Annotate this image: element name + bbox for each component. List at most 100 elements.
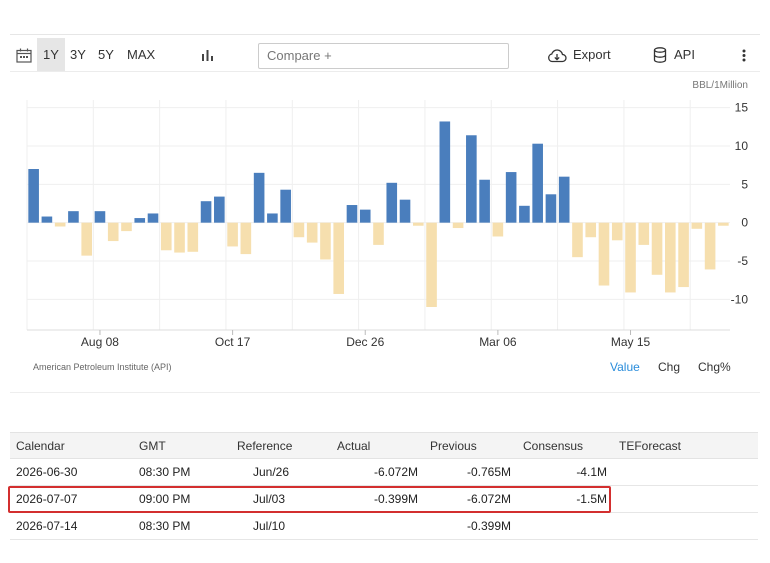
x-tick-label: May 15 — [611, 335, 651, 349]
cell-time: 08:30 PM — [133, 458, 231, 486]
bar[interactable] — [678, 222, 689, 288]
col-actual: Actual — [331, 432, 424, 459]
cell-reference: Jul/03 — [231, 485, 331, 513]
bar[interactable] — [293, 222, 305, 238]
table-row: 2026-07-07 09:00 PM Jul/03 -0.399M -6.07… — [10, 485, 758, 513]
x-tick-label: Oct 17 — [215, 335, 251, 349]
bar[interactable] — [399, 199, 411, 223]
bar[interactable] — [479, 179, 490, 223]
bar[interactable] — [426, 222, 437, 307]
y-tick-label: 10 — [735, 139, 749, 153]
bar[interactable] — [200, 201, 212, 223]
bar[interactable] — [691, 222, 703, 229]
bar[interactable] — [280, 189, 291, 223]
calendar-table: Calendar GMT Reference Actual Previous C… — [10, 432, 758, 540]
section-divider — [10, 392, 760, 393]
y-tick-label: -5 — [737, 254, 748, 268]
bar[interactable] — [558, 176, 570, 223]
bar[interactable] — [505, 172, 517, 223]
cell-date: 2026-06-30 — [10, 458, 133, 486]
tab-value[interactable]: Value — [610, 360, 640, 374]
bar[interactable] — [320, 222, 331, 260]
bar[interactable] — [439, 121, 451, 223]
bar[interactable] — [147, 213, 159, 223]
table-row: 2026-07-14 08:30 PM Jul/10 -0.399M — [10, 512, 758, 540]
bar[interactable] — [585, 222, 597, 238]
bar[interactable] — [359, 209, 371, 223]
database-icon[interactable] — [653, 47, 667, 63]
range-1y-button[interactable]: 1Y — [37, 38, 65, 72]
highlighted-row-outline — [8, 486, 611, 513]
bar-chart: 15 10 5 0 -5 -10 Aug 08 Oct 17 Dec 26 Mar 06 May 1… — [26, 100, 749, 349]
bar[interactable] — [160, 222, 172, 251]
bar[interactable] — [532, 143, 543, 223]
bar[interactable] — [452, 222, 464, 229]
bar[interactable] — [240, 222, 252, 255]
bar[interactable] — [174, 222, 185, 253]
bar[interactable] — [373, 222, 384, 245]
bar[interactable] — [187, 222, 199, 252]
bar[interactable] — [718, 222, 729, 226]
bar[interactable] — [346, 205, 358, 223]
y-tick-label: 15 — [735, 101, 749, 115]
compare-input[interactable]: Compare + — [258, 43, 509, 69]
bar[interactable] — [107, 222, 119, 242]
bar[interactable] — [386, 182, 398, 223]
range-5y-button[interactable]: 5Y — [98, 47, 114, 62]
bar[interactable] — [227, 222, 238, 247]
range-3y-button[interactable]: 3Y — [70, 47, 86, 62]
bar[interactable] — [412, 222, 424, 226]
bar[interactable] — [121, 222, 132, 232]
cell-reference: Jul/10 — [231, 512, 331, 540]
bar[interactable] — [81, 222, 92, 256]
y-tick-label: 5 — [741, 177, 748, 191]
range-max-button[interactable]: MAX — [127, 47, 156, 62]
x-tick-label: Dec 26 — [346, 335, 384, 349]
cell-previous: -0.765M — [424, 458, 517, 486]
cell-actual: -0.399M — [331, 485, 424, 513]
more-vertical-icon[interactable] — [742, 49, 746, 62]
x-tick-label: Aug 08 — [81, 335, 119, 349]
calendar-header-row: Calendar GMT Reference Actual Previous C… — [10, 432, 758, 459]
bar[interactable] — [625, 222, 636, 293]
bar[interactable] — [253, 172, 265, 223]
cell-consensus — [517, 512, 613, 540]
bar[interactable] — [306, 222, 318, 243]
bar[interactable] — [545, 194, 557, 223]
bar[interactable] — [519, 205, 530, 223]
x-tick-label: Mar 06 — [479, 335, 517, 349]
api-button[interactable]: API — [674, 47, 695, 62]
col-gmt: GMT — [133, 432, 231, 459]
cell-date: 2026-07-14 — [10, 512, 133, 540]
bar[interactable] — [704, 222, 716, 270]
bar[interactable] — [492, 222, 504, 237]
bar[interactable] — [68, 211, 79, 223]
bar[interactable] — [665, 222, 676, 293]
y-tick-label: 0 — [741, 216, 748, 230]
cloud-download-icon[interactable] — [547, 48, 567, 63]
chart-toolbar: 1Y 3Y 5Y MAX Compare + Export API — [10, 38, 760, 72]
cell-previous: -6.072M — [424, 485, 517, 513]
bar[interactable] — [94, 211, 106, 223]
export-button[interactable]: Export — [573, 47, 611, 62]
bar[interactable] — [572, 222, 583, 258]
col-consensus: Consensus — [517, 432, 613, 459]
tab-chg[interactable]: Chg — [658, 360, 681, 374]
bar[interactable] — [54, 222, 66, 227]
bar[interactable] — [214, 196, 225, 223]
bar-chart-icon[interactable] — [201, 49, 215, 62]
bar[interactable] — [134, 218, 146, 223]
bar[interactable] — [333, 222, 345, 294]
bar[interactable] — [651, 222, 663, 275]
bar[interactable] — [267, 213, 278, 223]
cell-actual: -6.072M — [331, 458, 424, 486]
bar[interactable] — [28, 169, 39, 223]
calendar-icon[interactable] — [16, 48, 32, 63]
bar[interactable] — [466, 135, 477, 223]
bar[interactable] — [598, 222, 610, 286]
bar[interactable] — [41, 216, 53, 223]
cell-forecast — [613, 485, 758, 513]
bar[interactable] — [638, 222, 650, 245]
tab-chg-pct[interactable]: Chg% — [698, 360, 731, 374]
bar[interactable] — [611, 222, 623, 241]
